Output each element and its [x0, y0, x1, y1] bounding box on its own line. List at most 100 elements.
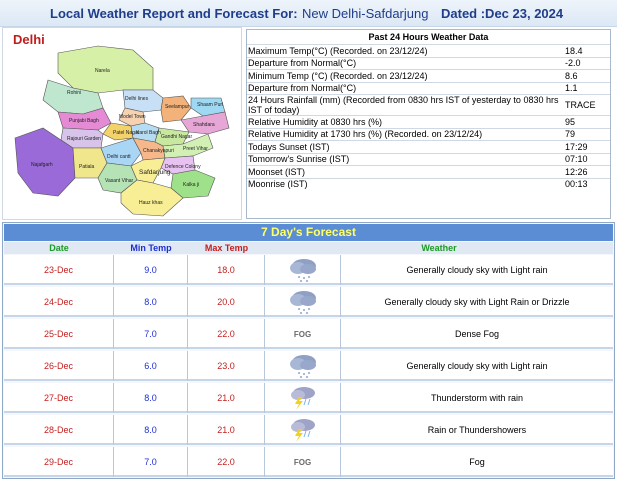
forecast-date: 26-Dec — [4, 351, 114, 381]
svg-text:Delhi cantt: Delhi cantt — [107, 154, 131, 160]
cloud-rain-graphic — [289, 355, 316, 378]
past-24h-label: Departure from Normal(°C) — [248, 83, 357, 94]
forecast-max-temp: 22.0 — [188, 319, 265, 349]
forecast-day-row: 28-Dec 8.0 21.0 Rain or Thundershowers — [4, 415, 613, 445]
past-24h-table: Past 24 Hours Weather Data Maximum Temp(… — [246, 29, 611, 219]
thunderstorm-graphic — [290, 419, 315, 442]
forecast-panel: 7 Day's Forecast Date Min Temp Max Temp … — [2, 222, 615, 479]
header-title: Local Weather Report and Forecast For: — [50, 6, 298, 21]
svg-text:Shaam Puri: Shaam Puri — [197, 102, 223, 108]
svg-text:Chanakyapuri: Chanakyapuri — [143, 148, 174, 154]
forecast-day-row: 26-Dec 6.0 23.0 Generally cloudy sky with L… — [4, 351, 613, 381]
fog-icon-text: FOG — [293, 330, 312, 339]
svg-text:Defence Colony: Defence Colony — [165, 164, 201, 170]
past-24h-value: 07:10 — [565, 154, 588, 165]
past-24h-label: Todays Sunset (IST) — [248, 141, 330, 152]
fog-icon-text: FOG — [293, 458, 312, 467]
svg-text:Narela: Narela — [95, 68, 110, 74]
forecast-date: 28-Dec — [4, 415, 114, 445]
past-24h-value: 17:29 — [565, 141, 588, 152]
svg-text:Kalka ji: Kalka ji — [183, 182, 199, 188]
district-map-graphic: Narela Rohini Delhi lines Model Town See… — [14, 45, 230, 217]
past-24h-value: 95 — [565, 116, 576, 127]
past-24h-row: Departure from Normal(°C) 1.1 — [247, 81, 610, 95]
forecast-weather-text: Generally cloudy sky with Light rain — [406, 361, 548, 371]
forecast-date: 29-Dec — [4, 447, 114, 477]
past-24h-row: 24 Hours Rainfall (mm) (Recorded from 08… — [247, 94, 610, 115]
svg-text:Patiala: Patiala — [79, 164, 95, 170]
cloud-rain-icon — [265, 351, 341, 381]
forecast-min-temp: 7.0 — [114, 319, 188, 349]
forecast-min-temp: 8.0 — [114, 415, 188, 445]
col-header-min-temp: Min Temp — [130, 243, 172, 253]
delhi-district-map: Narela Rohini Delhi lines Model Town See… — [2, 27, 242, 220]
past-24h-value: 79 — [565, 129, 576, 140]
past-24h-row: Maximum Temp(°C) (Recorded. on 23/12/24)… — [247, 44, 610, 57]
col-header-date: Date — [49, 243, 69, 253]
svg-text:Preet Vihar: Preet Vihar — [183, 146, 208, 152]
forecast-max-temp: 22.0 — [188, 447, 265, 477]
forecast-header-row: Date Min Temp Max Temp Weather — [4, 242, 613, 254]
forecast-min-temp: 7.0 — [114, 447, 188, 477]
thunderstorm-graphic — [290, 387, 315, 410]
past-24h-value: 00:13 — [565, 179, 588, 190]
forecast-date: 27-Dec — [4, 383, 114, 413]
past-24h-row: Tomorrow's Sunrise (IST) 07:10 — [247, 152, 610, 166]
svg-text:Shahdara: Shahdara — [193, 122, 215, 128]
forecast-weather-text: Dense Fog — [454, 329, 500, 339]
forecast-min-temp: 8.0 — [114, 287, 188, 317]
svg-text:Rajouri Garden: Rajouri Garden — [67, 136, 101, 142]
forecast-day-row: 27-Dec 8.0 21.0 Thunderstorm with rain — [4, 383, 613, 413]
past-24h-row: Minimum Temp (°C) (Recorded. on 23/12/24… — [247, 69, 610, 82]
past-24h-label: Maximum Temp(°C) (Recorded. on 23/12/24) — [248, 45, 428, 56]
cloud-rain-icon — [265, 255, 341, 285]
past-24h-label: Minimum Temp (°C) (Recorded. on 23/12/24… — [248, 70, 428, 81]
forecast-weather-text: Generally cloudy sky with Light Rain or … — [384, 297, 570, 307]
forecast-weather-text: Thunderstorm with rain — [430, 393, 524, 403]
forecast-weather-text: Fog — [469, 457, 485, 467]
past-24h-row: Relative Humidity at 1730 hrs (%) (Recor… — [247, 127, 610, 141]
past-24h-value: TRACE — [565, 100, 596, 110]
district-patel-nagar — [102, 122, 134, 141]
forecast-min-temp: 9.0 — [114, 255, 188, 285]
fog-icon: FOG — [265, 319, 341, 349]
svg-text:Model Town: Model Town — [119, 114, 146, 120]
forecast-max-temp: 21.0 — [188, 383, 265, 413]
svg-text:Punjabi Bagh: Punjabi Bagh — [69, 118, 99, 124]
forecast-weather-text: Rain or Thundershowers — [427, 425, 527, 435]
svg-text:Safdarjung: Safdarjung — [139, 169, 171, 176]
past-24h-row: Todays Sunset (IST) 17:29 — [247, 140, 610, 153]
svg-text:Patel Nagar: Patel Nagar — [113, 130, 140, 136]
forecast-title: 7 Day's Forecast — [4, 224, 613, 241]
svg-text:Najafgarh: Najafgarh — [31, 162, 53, 168]
svg-text:Rohini: Rohini — [67, 90, 81, 96]
report-header: Local Weather Report and Forecast For: N… — [0, 0, 617, 27]
past-24h-row: Departure from Normal(°C) -2.0 — [247, 56, 610, 70]
forecast-date: 23-Dec — [4, 255, 114, 285]
svg-text:Seelampur: Seelampur — [165, 104, 190, 110]
map-title: Delhi — [13, 32, 45, 47]
past-24h-label: Tomorrow's Sunrise (IST) — [248, 154, 350, 165]
past-24h-value: 18.4 — [565, 45, 583, 56]
past-24h-label: Relative Humidity at 0830 hrs (%) — [248, 116, 383, 127]
forecast-weather-text: Generally cloudy sky with Light rain — [406, 265, 548, 275]
station-name: New Delhi-Safdarjung — [302, 6, 429, 21]
forecast-min-temp: 6.0 — [114, 351, 188, 381]
past-24h-row: Moonrise (IST) 00:13 — [247, 177, 610, 191]
fog-icon: FOG — [265, 447, 341, 477]
cloud-rain-graphic — [289, 291, 316, 314]
forecast-day-row: 24-Dec 8.0 20.0 Generally cloudy sky with L… — [4, 287, 613, 317]
district-delhi-cantt — [100, 137, 142, 167]
report-date: Dated :Dec 23, 2024 — [441, 6, 564, 21]
past-24h-value: 1.1 — [565, 83, 578, 94]
forecast-max-temp: 23.0 — [188, 351, 265, 381]
past-24h-value: -2.0 — [565, 58, 581, 69]
col-header-weather: Weather — [421, 243, 457, 253]
svg-text:Gandhi Nagar: Gandhi Nagar — [161, 134, 192, 140]
forecast-date: 25-Dec — [4, 319, 114, 349]
forecast-date: 24-Dec — [4, 287, 114, 317]
svg-text:Delhi lines: Delhi lines — [125, 96, 149, 102]
forecast-min-temp: 8.0 — [114, 383, 188, 413]
past-24h-label: Moonrise (IST) — [248, 179, 308, 190]
thunderstorm-icon — [265, 415, 341, 445]
